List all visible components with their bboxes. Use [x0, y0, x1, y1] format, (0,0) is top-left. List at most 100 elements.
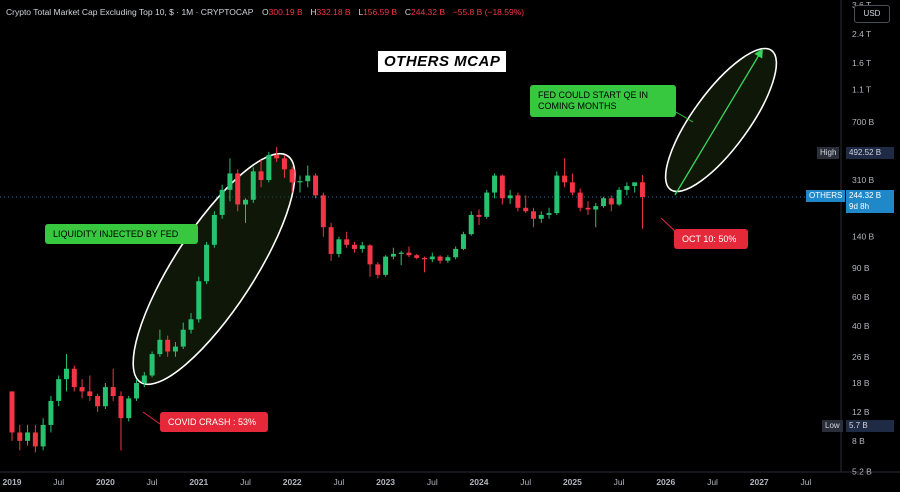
candle [523, 195, 529, 214]
candle [390, 247, 396, 260]
candle-body [102, 387, 108, 407]
low-value: 156.59 B [363, 7, 398, 17]
candle-body [445, 257, 451, 261]
candle [305, 165, 311, 188]
candle [398, 250, 404, 266]
candle [157, 329, 163, 357]
y-tick-label: 140 B [852, 232, 875, 242]
candle [499, 174, 505, 205]
candle [289, 166, 295, 193]
y-tick-label: 8 B [852, 436, 865, 446]
candle-body [95, 396, 101, 407]
candle [367, 244, 373, 277]
candle-body [429, 256, 435, 260]
y-tick-label: 310 B [852, 175, 875, 185]
x-tick-label: Jul [707, 477, 718, 487]
candle [71, 365, 77, 392]
candle-body [344, 239, 350, 245]
candle [110, 368, 116, 401]
candle [188, 313, 194, 334]
change-value: −55.8 B (−18.59%) [452, 7, 525, 17]
y-tick-label: 1.1 T [852, 85, 871, 95]
candle [250, 167, 256, 203]
candle-body [313, 175, 319, 196]
candle-body [320, 195, 326, 228]
x-tick-label: 2026 [656, 477, 675, 487]
candle-body [165, 339, 171, 352]
candle [40, 418, 46, 451]
candle-body [180, 329, 186, 347]
high-tag-value: 492.52 B [846, 147, 894, 159]
symbol-title[interactable]: Crypto Total Market Cap Excluding Top 10… [6, 7, 254, 17]
candle-body [484, 192, 490, 217]
x-tick-label: Jul [520, 477, 531, 487]
y-tick-label: 700 B [852, 117, 875, 127]
candle [134, 379, 140, 401]
candle [87, 375, 93, 401]
candle-body [492, 175, 498, 193]
candle-body [235, 173, 241, 205]
candle [422, 256, 428, 273]
candle [235, 169, 241, 212]
candle-body [243, 199, 248, 205]
x-tick-label: Jul [240, 477, 251, 487]
candle [460, 231, 466, 251]
candle [375, 262, 381, 279]
candle-body [32, 432, 38, 447]
candle-body [281, 158, 287, 170]
candle-body [79, 387, 85, 392]
candle [297, 175, 303, 193]
candle-body [515, 195, 521, 208]
x-tick-label: 2025 [563, 477, 582, 487]
candle [383, 255, 389, 277]
candle [507, 189, 513, 204]
covid-connector [142, 411, 161, 425]
candle-body [422, 257, 428, 260]
candle [243, 198, 248, 223]
candle-body [523, 207, 529, 212]
x-tick-label: Jul [614, 477, 625, 487]
candle [95, 393, 101, 412]
candle-body [9, 391, 15, 433]
candle-body [639, 182, 645, 197]
candle-body [351, 244, 357, 249]
candle [406, 246, 412, 258]
close-value: 244.32 B [410, 7, 446, 17]
candle-body [616, 189, 622, 205]
x-tick-label: 2023 [376, 477, 395, 487]
candle [585, 201, 591, 215]
x-tick-label: 2019 [3, 477, 22, 487]
candle [9, 391, 15, 441]
x-axis-ticks: 2019 Jul 2020 Jul 2021 Jul 2022 Jul 2023 Jul 2024 J… [3, 477, 812, 487]
candle [126, 396, 132, 422]
candle [17, 424, 23, 451]
candle [639, 175, 645, 229]
low-label: L [358, 7, 364, 17]
candle-body [530, 211, 536, 219]
candle [328, 222, 334, 261]
candle-body [274, 155, 280, 159]
candle-body [118, 396, 124, 419]
candle-body [149, 354, 155, 376]
liquidity-ellipse [132, 152, 296, 386]
candle [25, 424, 31, 446]
candle [476, 209, 482, 225]
candle [79, 379, 85, 399]
candle [141, 372, 147, 388]
candle [56, 375, 62, 407]
x-tick-label: Jul [800, 477, 811, 487]
candle-body [250, 171, 256, 200]
currency-button[interactable]: USD [854, 5, 890, 23]
candle-body [367, 245, 373, 265]
candle-body [468, 214, 474, 235]
candle-body [227, 173, 233, 190]
x-tick-label: Jul [427, 477, 438, 487]
candle-body [134, 383, 140, 399]
candle [414, 253, 420, 260]
candle [274, 147, 280, 162]
candle [313, 173, 319, 199]
x-tick-label: Jul [333, 477, 344, 487]
candle [172, 341, 178, 357]
candle-body [126, 398, 132, 419]
